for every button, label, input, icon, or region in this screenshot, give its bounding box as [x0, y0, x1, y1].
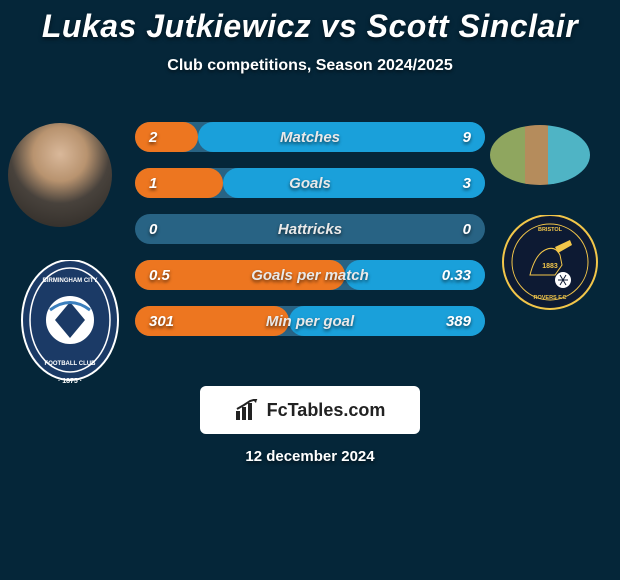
player-left-photo	[8, 123, 112, 227]
club-left-badge: BIRMINGHAM CITY FOOTBALL CLUB · 1875 ·	[20, 260, 120, 390]
stats-table: 2Matches9 1Goals3 0Hattricks0 0.5Goals per …	[135, 122, 485, 352]
club-right-name-top: BRISTOL	[538, 227, 563, 233]
club-right-year: 1883	[542, 263, 558, 270]
stat-label: Matches	[135, 129, 485, 146]
comparison-card: Lukas Jutkiewicz vs Scott Sinclair Club …	[0, 0, 620, 580]
player-left-photo-placeholder	[8, 123, 112, 227]
stat-label: Hattricks	[135, 221, 485, 238]
fctables-icon	[235, 399, 261, 421]
stat-row: 0Hattricks0	[135, 214, 485, 244]
club-right-badge: BRISTOL ROVERS F.C 1883	[500, 215, 600, 310]
player-right-photo	[490, 125, 590, 185]
stat-row: 301Min per goal389	[135, 306, 485, 336]
fctables-label: FcTables.com	[267, 400, 386, 421]
club-right-name-bottom: ROVERS F.C	[533, 295, 566, 301]
stat-row: 2Matches9	[135, 122, 485, 152]
club-left-year: · 1875 ·	[58, 378, 82, 385]
fctables-badge: FcTables.com	[200, 386, 420, 434]
club-left-line2: FOOTBALL CLUB	[45, 361, 97, 367]
date-label: 12 december 2024	[0, 448, 620, 465]
stat-row: 1Goals3	[135, 168, 485, 198]
stat-row: 0.5Goals per match0.33	[135, 260, 485, 290]
page-title: Lukas Jutkiewicz vs Scott Sinclair	[0, 0, 620, 45]
club-left-line1: BIRMINGHAM CITY	[43, 278, 98, 284]
stat-label: Goals	[135, 175, 485, 192]
subtitle: Club competitions, Season 2024/2025	[0, 57, 620, 75]
stat-label: Goals per match	[135, 267, 485, 284]
stat-label: Min per goal	[135, 313, 485, 330]
player-right-photo-placeholder	[490, 125, 590, 185]
